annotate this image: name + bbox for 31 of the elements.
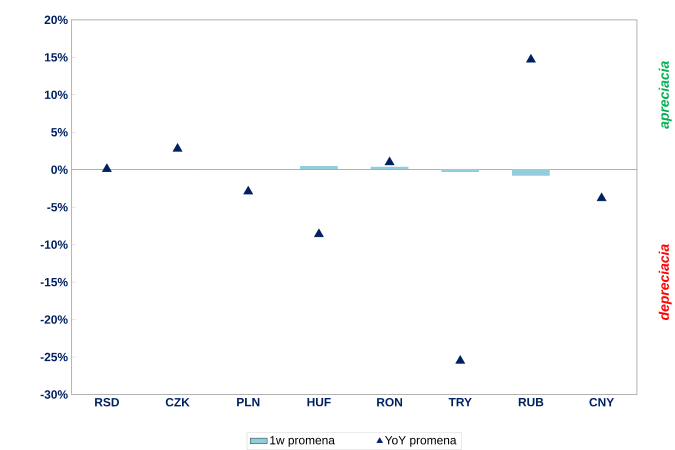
y-tick-label: 15%: [44, 53, 68, 62]
x-tick-label: PLN: [237, 398, 260, 406]
x-tick-label: RON: [377, 398, 402, 406]
point: [526, 54, 536, 63]
point: [243, 186, 254, 194]
legend-label: 1w promena: [270, 436, 335, 447]
x-tick-label: HUF: [307, 398, 331, 406]
y-tick-label: -10%: [40, 240, 68, 249]
legend-label: YoY promena: [384, 436, 456, 447]
point: [455, 355, 466, 364]
y-tick-label: -5%: [47, 202, 68, 212]
y-tick-label: 0%: [51, 166, 68, 174]
y-tick-label: 10%: [44, 90, 68, 100]
text: depreciacia: [658, 244, 672, 320]
x-tick-label: TRY: [448, 398, 472, 406]
y-tick-label: 5%: [51, 128, 68, 136]
point: [384, 156, 395, 166]
y-tick-label: -15%: [40, 278, 68, 286]
x-tick-label: RUB: [518, 398, 544, 406]
y-tick-label: -25%: [40, 352, 68, 362]
point: [102, 163, 112, 172]
point: [596, 192, 607, 202]
y-tick-label: 20%: [44, 16, 68, 24]
x-tick-label: CZK: [166, 398, 190, 406]
y-tick-label: -30%: [40, 390, 68, 399]
text: apreciacia: [658, 61, 672, 129]
point: [314, 228, 324, 238]
x-tick-label: RSD: [95, 398, 119, 406]
x-tick-label: CNY: [589, 398, 614, 406]
y-tick-label: -20%: [40, 315, 68, 324]
point: [172, 143, 182, 152]
